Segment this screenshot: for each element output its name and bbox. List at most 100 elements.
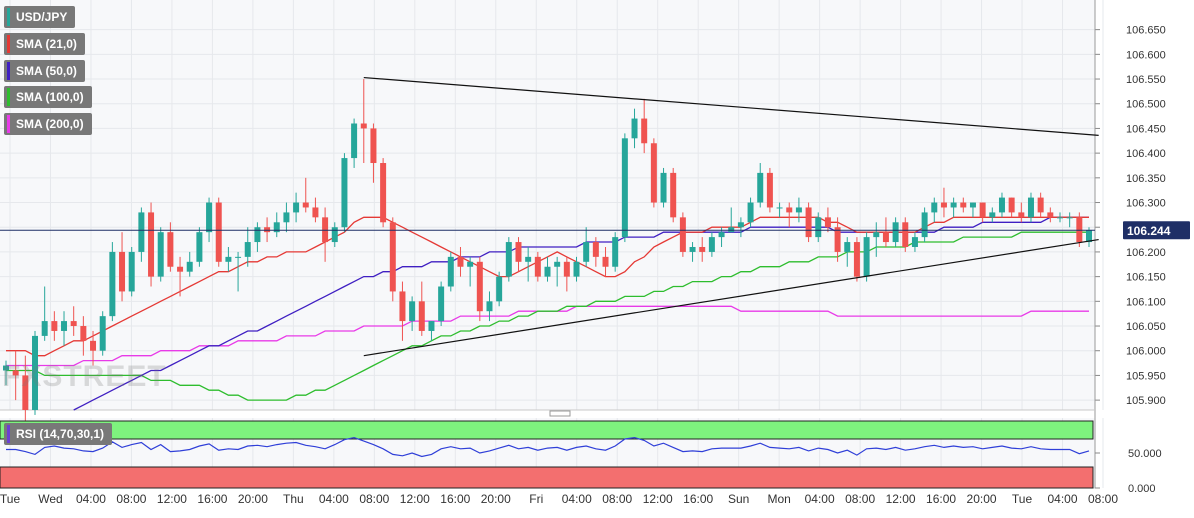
x-axis-tick-label: 12:00 bbox=[400, 492, 430, 506]
candle-body bbox=[32, 335, 39, 410]
candle-body bbox=[612, 237, 619, 267]
candle-body bbox=[61, 321, 68, 331]
y-axis-tick-label: 105.900 bbox=[1126, 395, 1166, 407]
candle-body bbox=[109, 251, 116, 317]
candle-body bbox=[534, 256, 541, 277]
candle-body bbox=[90, 340, 97, 351]
legend-label: SMA (50,0) bbox=[16, 64, 77, 78]
candle-body bbox=[70, 321, 77, 327]
candle-body bbox=[1047, 212, 1054, 218]
candle-body bbox=[911, 237, 918, 247]
legend-item[interactable]: SMA (100,0) bbox=[4, 86, 92, 108]
candle-body bbox=[1066, 217, 1073, 219]
x-axis-tick-label: 20:00 bbox=[481, 492, 511, 506]
price-pane-background bbox=[0, 0, 1095, 410]
candle-body bbox=[718, 232, 725, 238]
x-axis-tick-label: Tue bbox=[1012, 492, 1033, 506]
candle-body bbox=[1027, 197, 1034, 218]
candle-body bbox=[583, 242, 590, 262]
y-axis-tick-label: 106.200 bbox=[1126, 247, 1166, 259]
candle-body bbox=[206, 202, 213, 233]
candle-body bbox=[235, 256, 242, 258]
y-axis-tick-label: 106.600 bbox=[1126, 49, 1166, 61]
y-axis-tick-label: 106.350 bbox=[1126, 173, 1166, 185]
x-axis-tick-label: 16:00 bbox=[440, 492, 470, 506]
legend-item[interactable]: SMA (200,0) bbox=[4, 113, 92, 135]
candle-body bbox=[660, 172, 667, 203]
legend-color-swatch bbox=[7, 88, 10, 106]
rsi-tick-label: 0.000 bbox=[1128, 483, 1156, 495]
candle-body bbox=[834, 227, 841, 252]
legend-item[interactable]: SMA (21,0) bbox=[4, 33, 85, 55]
x-axis-tick-label: Wed bbox=[38, 492, 62, 506]
rsi-oversold-zone bbox=[0, 466, 1094, 489]
x-axis-tick-label: 16:00 bbox=[683, 492, 713, 506]
x-axis-tick-label: 08:00 bbox=[359, 492, 389, 506]
candle-body bbox=[167, 232, 174, 267]
candle-body bbox=[1018, 212, 1025, 218]
candle-body bbox=[428, 321, 435, 331]
candle-body bbox=[815, 217, 822, 238]
x-axis-tick-label: Tue bbox=[0, 492, 20, 506]
candle-body bbox=[3, 365, 9, 371]
candle-body bbox=[998, 197, 1005, 213]
rsi-tick-label: 50.000 bbox=[1128, 448, 1162, 460]
candle-body bbox=[844, 242, 851, 252]
legend-color-swatch bbox=[7, 115, 10, 133]
candle-body bbox=[602, 256, 609, 267]
x-axis-tick-label: Mon bbox=[767, 492, 790, 506]
legend-item[interactable]: USD/JPY bbox=[4, 6, 76, 28]
candle-body bbox=[1056, 217, 1063, 219]
candle-body bbox=[679, 217, 686, 252]
candle-body bbox=[41, 321, 48, 336]
legend-label: SMA (200,0) bbox=[16, 117, 84, 131]
candle-body bbox=[351, 123, 358, 159]
x-axis-tick-label: 12:00 bbox=[643, 492, 673, 506]
x-axis-tick-label: 04:00 bbox=[319, 492, 349, 506]
legend-label: SMA (100,0) bbox=[16, 90, 84, 104]
candle-body bbox=[554, 261, 561, 267]
x-axis-tick-label: 16:00 bbox=[197, 492, 227, 506]
candle-body bbox=[496, 276, 503, 302]
candle-body bbox=[931, 202, 938, 213]
candle-body bbox=[621, 138, 628, 238]
candle-body bbox=[960, 202, 967, 208]
x-axis-tick-label: 08:00 bbox=[602, 492, 632, 506]
candle-body bbox=[80, 326, 87, 341]
candle-body bbox=[157, 232, 164, 277]
candle-body bbox=[689, 246, 696, 252]
candle-body bbox=[273, 222, 280, 233]
sma-100-line bbox=[6, 231, 1089, 401]
legend-item[interactable]: SMA (50,0) bbox=[4, 60, 85, 82]
y-axis-tick-label: 106.400 bbox=[1126, 148, 1166, 160]
candle-body bbox=[805, 207, 812, 238]
candle-body bbox=[979, 202, 986, 218]
legend-label: SMA (21,0) bbox=[16, 37, 77, 51]
candle-body bbox=[418, 301, 425, 331]
candle-body bbox=[776, 207, 783, 209]
candle-body bbox=[128, 251, 135, 292]
candle-body bbox=[283, 212, 290, 223]
x-axis-tick-label: 12:00 bbox=[886, 492, 916, 506]
rsi-legend-item[interactable]: RSI (14,70,30,1) bbox=[4, 423, 113, 445]
candle-body bbox=[863, 237, 870, 277]
x-axis-tick-label: 08:00 bbox=[1088, 492, 1118, 506]
candle-body bbox=[766, 172, 773, 208]
x-axis-tick-label: 20:00 bbox=[967, 492, 997, 506]
y-axis-tick-label: 106.550 bbox=[1126, 74, 1166, 86]
candle-body bbox=[505, 242, 512, 277]
candle-body bbox=[399, 291, 406, 322]
candle-body bbox=[670, 172, 677, 218]
lower-trendline bbox=[363, 238, 1099, 357]
candle-body bbox=[940, 202, 947, 208]
x-axis-tick-label: 16:00 bbox=[926, 492, 956, 506]
x-axis-tick-label: 08:00 bbox=[116, 492, 146, 506]
rsi-line bbox=[6, 436, 1090, 458]
candle-body bbox=[22, 375, 29, 410]
y-axis-tick-label: 106.450 bbox=[1126, 123, 1166, 135]
x-axis-tick-label: 12:00 bbox=[157, 492, 187, 506]
candle-body bbox=[969, 202, 976, 208]
upper-trendline bbox=[363, 76, 1099, 136]
